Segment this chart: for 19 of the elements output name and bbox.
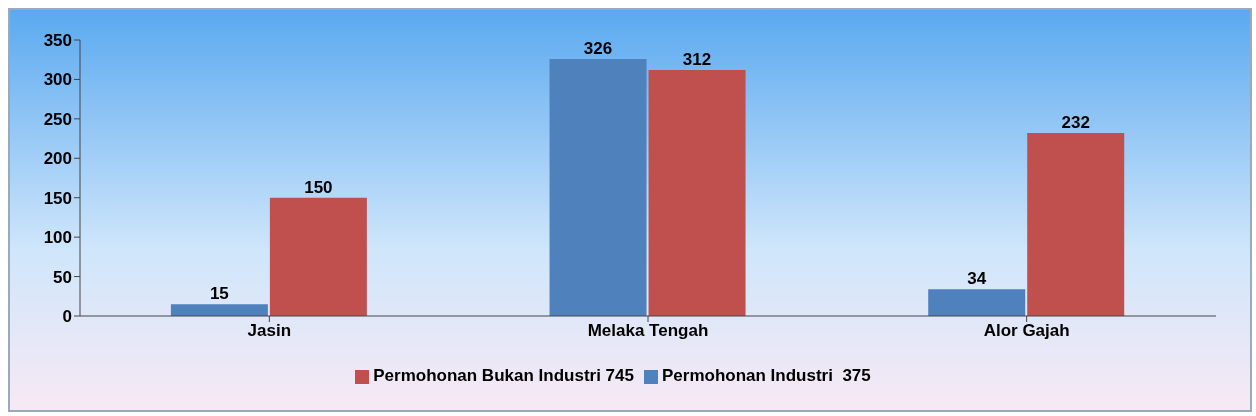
y-tick-label: 100 [43, 228, 72, 248]
y-tick-label: 300 [43, 70, 72, 90]
y-tick-label: 150 [43, 188, 72, 208]
legend-label: Permohonan Bukan Industri 745 [373, 366, 634, 385]
legend-label: Permohonan Industri 375 [661, 366, 871, 385]
data-label: 232 [1061, 113, 1090, 133]
x-tick-label: Jasin [247, 321, 292, 341]
y-tick-label: 0 [62, 307, 72, 327]
x-tick-label: Melaka Tengah [587, 321, 709, 341]
y-tick-label: 250 [43, 109, 72, 129]
x-tick-label: Alor Gajah [983, 321, 1070, 341]
data-label: 15 [209, 284, 229, 304]
data-label: 312 [682, 49, 712, 69]
data-label: 150 [304, 177, 333, 197]
data-label: 34 [967, 269, 987, 289]
y-tick-label: 50 [53, 267, 72, 287]
y-tick-label: 200 [43, 149, 72, 169]
y-tick-label: 350 [43, 31, 72, 51]
data-label: 326 [583, 38, 613, 58]
